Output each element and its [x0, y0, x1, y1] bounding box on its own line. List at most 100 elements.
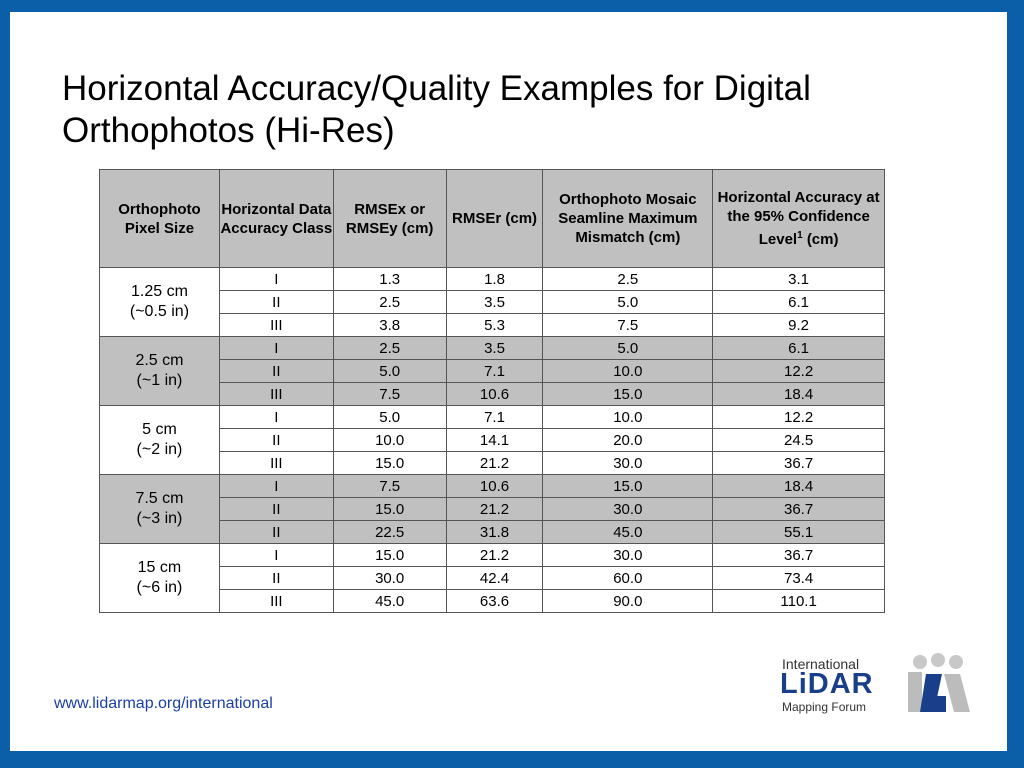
accuracy-95-cell: 73.4 [712, 566, 885, 590]
rmse-xy-cell: 1.3 [332, 267, 447, 291]
header-seamline-mismatch: Orthophoto Mosaic Seamline Maximum Misma… [542, 169, 714, 268]
accuracy-95-cell: 6.1 [712, 290, 885, 314]
pixel-size-in: (~6 in) [136, 579, 183, 596]
rmse-xy-cell: 15.0 [332, 451, 447, 475]
accuracy-95-cell: 110.1 [712, 589, 885, 613]
accuracy-class-cell: III [218, 589, 334, 613]
pixel-size-cm: 5 cm [142, 421, 177, 438]
rmse-xy-cell: 7.5 [332, 474, 447, 498]
ilmf-logo: International LiDAR Mapping Forum [780, 652, 980, 718]
accuracy-class-cell: II [218, 290, 334, 314]
rmse-xy-cell: 2.5 [332, 336, 447, 360]
rmse-xy-cell: 7.5 [332, 382, 447, 406]
header-accuracy-95-unit: (cm) [806, 231, 839, 248]
table-row: 2.5 cm (~1 in) I 2.5 3.5 5.0 6.1 [99, 336, 885, 406]
rmse-r-cell: 3.5 [445, 336, 544, 360]
rmse-r-cell: 5.3 [445, 313, 544, 337]
seamline-cell: 90.0 [542, 589, 714, 613]
accuracy-95-cell: 6.1 [712, 336, 885, 360]
seamline-cell: 10.0 [542, 359, 714, 383]
table-header-row: Orthophoto Pixel Size Horizontal Data Ac… [99, 169, 885, 268]
accuracy-95-cell: 12.2 [712, 405, 885, 429]
slide: Horizontal Accuracy/Quality Examples for… [10, 12, 1007, 751]
rmse-r-cell: 31.8 [445, 520, 544, 544]
pixel-size-cell: 5 cm (~2 in) [99, 405, 220, 475]
header-rmse-xy: RMSEx or RMSEy (cm) [332, 169, 447, 268]
pixel-size-in: (~2 in) [136, 441, 183, 458]
seamline-cell: 10.0 [542, 405, 714, 429]
seamline-cell: 15.0 [542, 382, 714, 406]
rmse-r-cell: 7.1 [445, 405, 544, 429]
accuracy-95-cell: 18.4 [712, 474, 885, 498]
accuracy-95-cell: 36.7 [712, 543, 885, 567]
header-accuracy-class: Horizontal Data Accuracy Class [218, 169, 334, 268]
accuracy-table: Orthophoto Pixel Size Horizontal Data Ac… [99, 169, 885, 613]
table-row: 1.25 cm (~0.5 in) I 1.3 1.8 2.5 3.1 [99, 267, 885, 337]
seamline-cell: 30.0 [542, 497, 714, 521]
accuracy-95-cell: 12.2 [712, 359, 885, 383]
table-row: II 5.0 7.1 10.0 12.2 [100, 359, 885, 383]
rmse-r-cell: 21.2 [445, 543, 544, 567]
rmse-xy-cell: 22.5 [332, 520, 447, 544]
pixel-size-cm: 2.5 cm [135, 352, 184, 369]
table-row: 7.5 cm (~3 in) I 7.5 10.6 15.0 18.4 [99, 474, 885, 544]
accuracy-class-cell: II [218, 497, 334, 521]
accuracy-class-cell: I [218, 267, 334, 291]
header-accuracy-95-text: Horizontal Accuracy at the 95% Confidenc… [717, 189, 880, 248]
pixel-size-cell: 2.5 cm (~1 in) [99, 336, 220, 406]
pixel-size-in: (~0.5 in) [129, 303, 190, 320]
header-pixel-size: Orthophoto Pixel Size [99, 169, 220, 268]
logo-line-2: LiDAR [780, 668, 874, 700]
accuracy-95-cell: 9.2 [712, 313, 885, 337]
accuracy-95-cell: 24.5 [712, 428, 885, 452]
table-row: III 3.8 5.3 7.5 9.2 [100, 313, 885, 337]
seamline-cell: 7.5 [542, 313, 714, 337]
rmse-r-cell: 63.6 [445, 589, 544, 613]
seamline-cell: 45.0 [542, 520, 714, 544]
rmse-xy-cell: 10.0 [332, 428, 447, 452]
table-row: III 45.0 63.6 90.0 110.1 [100, 589, 885, 613]
pixel-size-cell: 1.25 cm (~0.5 in) [99, 267, 220, 337]
rmse-r-cell: 42.4 [445, 566, 544, 590]
logo-line-3: Mapping Forum [782, 700, 867, 714]
logo-line-1: International [782, 656, 860, 672]
pixel-size-in: (~3 in) [136, 510, 183, 527]
pixel-size-cm: 15 cm [137, 559, 182, 576]
accuracy-class-cell: I [218, 405, 334, 429]
table-row: II 10.0 14.1 20.0 24.5 [100, 428, 885, 452]
table-row: III 15.0 21.2 30.0 36.7 [100, 451, 885, 475]
accuracy-95-cell: 18.4 [712, 382, 885, 406]
rmse-r-cell: 21.2 [445, 451, 544, 475]
pixel-size-cm: 1.25 cm [130, 283, 188, 300]
seamline-cell: 30.0 [542, 543, 714, 567]
table-row: II 15.0 21.2 30.0 36.7 [100, 497, 885, 521]
seamline-cell: 60.0 [542, 566, 714, 590]
accuracy-class-cell: III [218, 451, 334, 475]
accuracy-95-cell: 55.1 [712, 520, 885, 544]
seamline-cell: 2.5 [542, 267, 714, 291]
header-rmse-r: RMSEr (cm) [445, 169, 544, 268]
accuracy-class-cell: III [218, 313, 334, 337]
people-figures-icon [908, 653, 970, 712]
seamline-cell: 5.0 [542, 336, 714, 360]
seamline-cell: 5.0 [542, 290, 714, 314]
table-body: 1.25 cm (~0.5 in) I 1.3 1.8 2.5 3.1 II 2.5 3.5 5.0… [99, 267, 885, 613]
slide-title: Horizontal Accuracy/Quality Examples for… [62, 69, 811, 150]
accuracy-class-cell: II [218, 566, 334, 590]
table-row: 15 cm (~6 in) I 15.0 21.2 30.0 36.7 [99, 543, 885, 613]
accuracy-class-cell: III [218, 382, 334, 406]
seamline-cell: 20.0 [542, 428, 714, 452]
website-link[interactable]: www.lidarmap.org/international [54, 695, 273, 712]
rmse-r-cell: 7.1 [445, 359, 544, 383]
pixel-size-cell: 15 cm (~6 in) [99, 543, 220, 613]
rmse-xy-cell: 30.0 [332, 566, 447, 590]
table-row: 5 cm (~2 in) I 5.0 7.1 10.0 12.2 [99, 405, 885, 475]
accuracy-95-cell: 36.7 [712, 497, 885, 521]
rmse-xy-cell: 2.5 [332, 290, 447, 314]
accuracy-class-cell: II [218, 520, 334, 544]
accuracy-class-cell: I [218, 543, 334, 567]
rmse-xy-cell: 3.8 [332, 313, 447, 337]
rmse-xy-cell: 45.0 [332, 589, 447, 613]
rmse-r-cell: 10.6 [445, 474, 544, 498]
pixel-size-cm: 7.5 cm [135, 490, 184, 507]
